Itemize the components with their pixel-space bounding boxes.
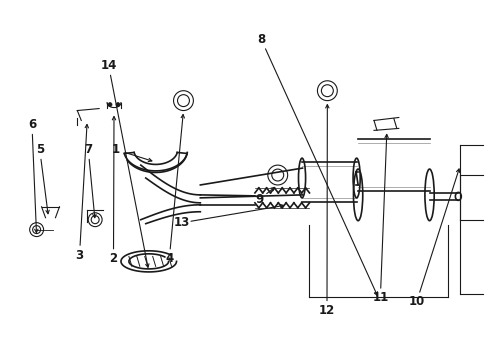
Text: 6: 6 [28, 118, 36, 131]
Text: 10: 10 [408, 295, 424, 308]
Text: 7: 7 [84, 143, 92, 156]
Text: 11: 11 [371, 291, 387, 305]
Text: 4: 4 [165, 252, 173, 265]
Circle shape [108, 103, 112, 107]
Text: 9: 9 [254, 193, 263, 206]
Circle shape [116, 103, 120, 107]
Text: 2: 2 [109, 252, 117, 265]
Text: 14: 14 [100, 59, 117, 72]
Text: 12: 12 [318, 304, 334, 317]
Text: 8: 8 [257, 33, 265, 46]
Text: 3: 3 [75, 248, 83, 261]
Text: 5: 5 [36, 143, 44, 156]
Text: 1: 1 [112, 143, 120, 156]
Text: 13: 13 [173, 216, 189, 229]
